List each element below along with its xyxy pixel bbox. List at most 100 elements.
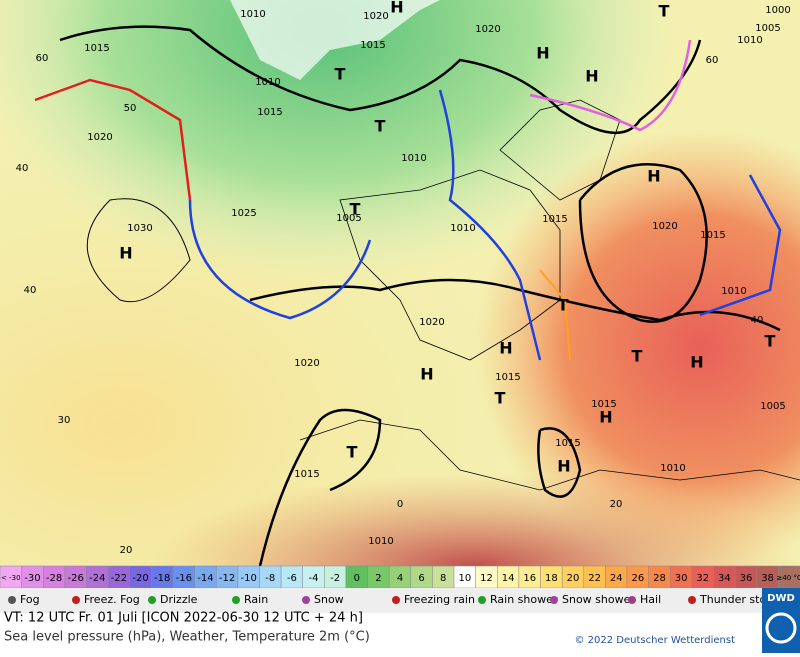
- isobar-label: 1020: [419, 317, 444, 328]
- isobar-label: 1020: [475, 24, 500, 35]
- temperature-label: 40: [24, 285, 37, 296]
- pressure-center: T: [347, 443, 358, 462]
- scale-label: 18: [545, 573, 558, 584]
- pressure-center: H: [119, 244, 132, 263]
- isobar-label: 1010: [368, 536, 393, 547]
- temperature-label: 60: [36, 53, 49, 64]
- isobar-label: 1005: [755, 23, 780, 34]
- pressure-center: H: [420, 365, 433, 384]
- scale-label: 26: [631, 573, 644, 584]
- isobar-label: 1005: [336, 213, 361, 224]
- scale-label: 22: [588, 573, 601, 584]
- scale-label: ≥40 °C: [776, 574, 800, 582]
- legend-label: Drizzle: [160, 593, 198, 606]
- isobar: [578, 163, 708, 323]
- cold-front: [438, 89, 542, 361]
- cold-front: [188, 199, 372, 320]
- description: Sea level pressure (hPa), Weather, Tempe…: [4, 630, 370, 645]
- warm-front: [34, 78, 192, 201]
- temperature-label: 20: [610, 499, 623, 510]
- scale-label: -14: [197, 573, 213, 584]
- valid-time: VT: 12 UTC Fr. 01 Juli [ICON 2022-06-30 …: [4, 611, 363, 626]
- scale-label: -26: [68, 573, 84, 584]
- isobar-label: 1020: [87, 132, 112, 143]
- scale-label: -18: [154, 573, 170, 584]
- map-labels: 1010 1020 1015 1015 1020 1010 1015 1020 1010 1025…: [16, 0, 791, 556]
- scale-label: 0: [354, 573, 360, 584]
- legend-label: Hail: [640, 593, 661, 606]
- temperature-label: 20: [120, 545, 133, 556]
- isobar: [249, 278, 781, 332]
- isobar-label: 1010: [450, 223, 475, 234]
- map: 1010 1020 1015 1015 1020 1010 1015 1020 1010 1025…: [0, 0, 800, 567]
- scale-label: 10: [458, 573, 471, 584]
- isobar-label: 1010: [721, 286, 746, 297]
- legend-label: Snow shower: [562, 593, 635, 606]
- copyright: © 2022 Deutscher Wetterdienst: [574, 635, 735, 646]
- occluded-front: [529, 39, 692, 132]
- pressure-center: H: [690, 353, 703, 372]
- pressure-center: H: [390, 0, 403, 17]
- legend-label: Freezing rain: [404, 593, 475, 606]
- isobar-label: 1030: [127, 223, 152, 234]
- temperature-label: 30: [58, 415, 71, 426]
- scale-label: 20: [567, 573, 580, 584]
- isobar-label: 1010: [737, 35, 762, 46]
- scale-label: -10: [240, 573, 256, 584]
- scale-label: -20: [132, 573, 148, 584]
- trough: [539, 269, 571, 361]
- legend-symbol: [628, 596, 636, 604]
- pressure-center: T: [335, 65, 346, 84]
- temperature-label: 0: [397, 499, 403, 510]
- isobar-label: 1020: [652, 221, 677, 232]
- isobar-label: 1000: [765, 5, 790, 16]
- scale-label: -22: [111, 573, 127, 584]
- scale-label: 38: [761, 573, 774, 584]
- pressure-center: T: [350, 200, 361, 219]
- pressure-center: H: [647, 167, 660, 186]
- scale-label: < -30: [1, 574, 21, 582]
- scale-label: -28: [46, 573, 62, 584]
- coastline: [339, 169, 561, 361]
- legend-label: Snow: [314, 593, 344, 606]
- isobar-label: 1020: [294, 358, 319, 369]
- legend-symbol: [478, 596, 486, 604]
- isobar-label: 1025: [231, 208, 256, 219]
- isobar-label: 1015: [360, 40, 385, 51]
- legend-label: Rain shower: [490, 593, 558, 606]
- isobar-label: 1015: [542, 214, 567, 225]
- scale-label: 16: [523, 573, 536, 584]
- isobar-label: 1015: [700, 230, 725, 241]
- legend-symbol: [392, 596, 400, 604]
- isobar: [537, 427, 582, 498]
- isobar-label: 1015: [591, 399, 616, 410]
- legend-symbol: [148, 596, 156, 604]
- scale-label: 24: [610, 573, 623, 584]
- scale-label: -2: [330, 573, 340, 584]
- scale-label: 28: [653, 573, 666, 584]
- scale-label: 8: [440, 573, 446, 584]
- temperature-label: 40: [16, 163, 29, 174]
- hot-south: [150, 380, 800, 566]
- isobar-label: 1010: [401, 153, 426, 164]
- temperature-label: 50: [124, 103, 137, 114]
- isobar: [59, 25, 702, 135]
- isobar-label: 1010: [255, 77, 280, 88]
- pressure-center: H: [499, 339, 512, 358]
- scale-label: 2: [375, 573, 381, 584]
- legend-symbol: [232, 596, 240, 604]
- legend-label: Fog: [20, 593, 40, 606]
- pressure-center: T: [558, 296, 569, 315]
- legend-symbol: [72, 596, 80, 604]
- legend-symbol: [302, 596, 310, 604]
- legend-symbol: [688, 596, 696, 604]
- isobar-label: 1010: [240, 9, 265, 20]
- scale-label: 30: [675, 573, 688, 584]
- temperature-label: 40: [751, 315, 764, 326]
- greenland-ice: [230, 0, 440, 80]
- legend-symbol: [550, 596, 558, 604]
- scale-label: -24: [89, 573, 105, 584]
- isobar-label: 1015: [294, 469, 319, 480]
- dwd-logo-text: DWD: [767, 593, 795, 604]
- scale-label: 32: [696, 573, 709, 584]
